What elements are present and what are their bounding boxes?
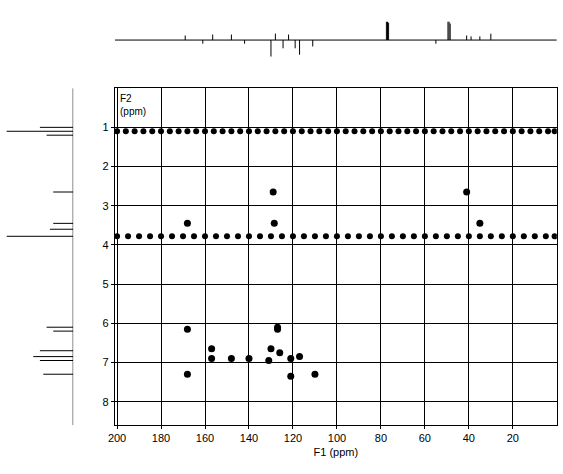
svg-text:140: 140 [240, 432, 258, 444]
svg-text:120: 120 [284, 432, 302, 444]
svg-text:160: 160 [196, 432, 214, 444]
svg-text:60: 60 [419, 432, 431, 444]
svg-text:F2(ppm): F2(ppm) [120, 93, 146, 117]
svg-text:200: 200 [108, 432, 126, 444]
svg-text:180: 180 [152, 432, 170, 444]
svg-text:6: 6 [103, 317, 109, 329]
svg-text:100: 100 [328, 432, 346, 444]
svg-text:20: 20 [507, 432, 519, 444]
svg-text:1: 1 [103, 121, 109, 133]
svg-text:3: 3 [103, 200, 109, 212]
svg-text:4: 4 [103, 239, 109, 251]
svg-text:8: 8 [103, 396, 109, 408]
svg-text:5: 5 [103, 278, 109, 290]
svg-text:40: 40 [463, 432, 475, 444]
svg-text:7: 7 [103, 356, 109, 368]
svg-text:80: 80 [375, 432, 387, 444]
svg-text:F1 (ppm): F1 (ppm) [314, 446, 359, 458]
svg-text:2: 2 [103, 160, 109, 172]
